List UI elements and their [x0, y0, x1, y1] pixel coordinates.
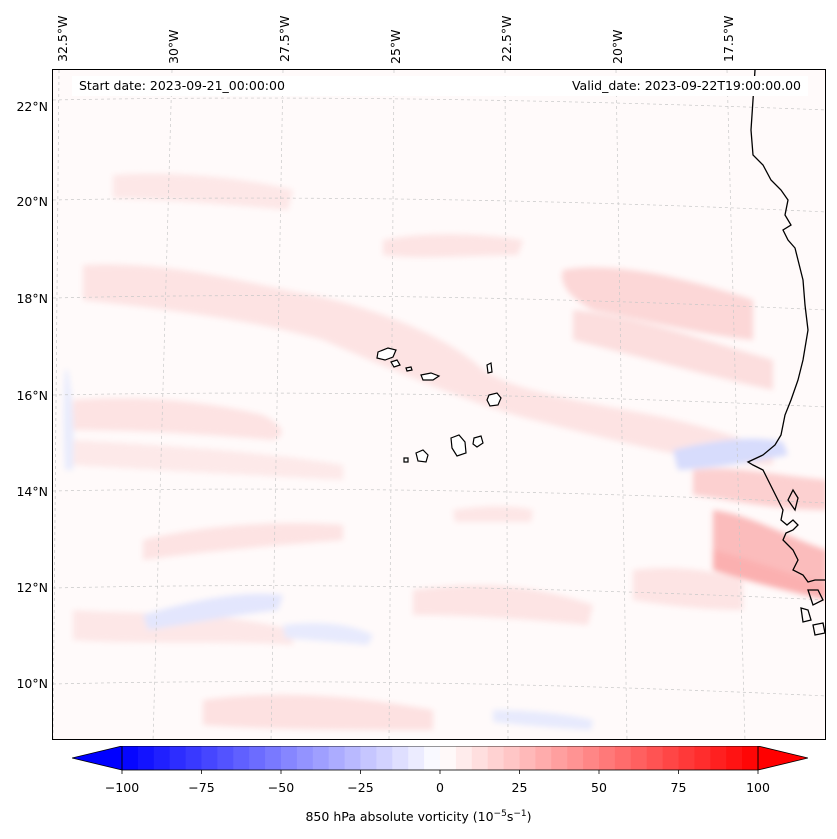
colorbar-segment: [424, 746, 441, 770]
vorticity-patches: [63, 173, 825, 730]
colorbar-segment: [201, 746, 218, 770]
colorbar-tick-label: −100: [104, 780, 140, 795]
colorbar-segment: [487, 746, 505, 770]
colorbar-segment: [630, 746, 648, 770]
colorbar-segment: [122, 746, 139, 770]
start-date-label: Start date: 2023-09-21_00:00:00: [79, 78, 285, 93]
colorbar-label: 850 hPa absolute vorticity (10−5s−1): [305, 809, 532, 825]
colorbar-segment: [614, 746, 632, 770]
colorbar-segment: [217, 746, 234, 770]
colorbar-segment: [185, 746, 202, 770]
colorbar-segment: [471, 746, 489, 770]
lat-label-20n: 20°N: [16, 194, 48, 209]
colorbar-segment: [519, 746, 536, 770]
colorbar-tick-label: −25: [347, 780, 374, 795]
colorbar-segments: [122, 746, 759, 770]
colorbar-segment: [233, 746, 250, 770]
colorbar-tick-label: 0: [436, 780, 444, 795]
date-info-bar: Start date: 2023-09-21_00:00:00 Valid_da…: [72, 76, 808, 96]
colorbar-tick-label: 75: [670, 780, 687, 795]
colorbar-tick-label: −75: [188, 780, 215, 795]
colorbar-segment: [678, 746, 695, 770]
colorbar-segment: [408, 746, 425, 770]
colorbar-segment: [169, 746, 187, 770]
colorbar-max-arrow: [757, 746, 808, 771]
lon-label-22-5w: 22.5°W: [499, 15, 514, 62]
colorbar-segment: [662, 746, 679, 770]
lat-label-14n: 14°N: [16, 484, 48, 499]
cape-verde-islands: [376, 347, 502, 463]
colorbar-tick-label: 50: [591, 780, 607, 795]
colorbar-segment: [535, 746, 552, 770]
lon-label-20w: 20°W: [610, 29, 625, 64]
lat-label-16n: 16°N: [16, 388, 48, 403]
coastline: [746, 70, 825, 636]
colorbar-segment: [360, 746, 377, 770]
colorbar-segment: [583, 746, 600, 770]
colorbar-segment: [440, 746, 457, 770]
colorbar-segment: [137, 746, 155, 770]
colorbar-segment: [551, 746, 568, 770]
colorbar-segment: [599, 746, 616, 770]
colorbar-segment: [455, 746, 473, 770]
lat-label-18n: 18°N: [16, 291, 48, 306]
colorbar-segment: [153, 746, 171, 770]
lon-label-27-5w: 27.5°W: [277, 15, 292, 62]
lat-label-12n: 12°N: [16, 580, 48, 595]
lat-label-10n: 10°N: [16, 676, 48, 691]
valid-date-label: Valid_date: 2023-09-22T19:00:00.00: [571, 78, 801, 93]
colorbar-segment: [726, 746, 743, 770]
colorbar-segment: [710, 746, 727, 770]
colorbar: [72, 746, 808, 774]
colorbar-segment: [392, 746, 409, 770]
map-panel[interactable]: [52, 69, 826, 740]
colorbar-tick-label: 25: [511, 780, 528, 795]
colorbar-segment: [742, 746, 759, 770]
colorbar-min-arrow: [72, 746, 123, 771]
colorbar-segment: [281, 746, 298, 770]
colorbar-segment: [312, 746, 330, 770]
colorbar-tick-marks: [121, 770, 759, 774]
lon-label-32-5w: 32.5°W: [55, 15, 70, 62]
colorbar-segment: [567, 746, 584, 770]
lon-label-25w: 25°W: [388, 29, 403, 64]
colorbar-segment: [694, 746, 711, 770]
colorbar-segment: [376, 746, 393, 770]
colorbar-tick-label: 100: [746, 780, 770, 795]
graticule: [53, 70, 825, 739]
lon-label-17-5w: 17.5°W: [721, 15, 736, 62]
lat-label-22n: 22°N: [16, 99, 48, 114]
colorbar-segment: [328, 746, 346, 770]
colorbar-segment: [344, 746, 361, 770]
colorbar-segment: [503, 746, 520, 770]
colorbar-segment: [265, 746, 282, 770]
colorbar-tick-label: −50: [267, 780, 295, 795]
colorbar-segment: [249, 746, 266, 770]
colorbar-segment: [646, 746, 664, 770]
colorbar-segment: [296, 746, 314, 770]
vorticity-field: [53, 70, 825, 739]
lon-label-30w: 30°W: [166, 29, 181, 64]
